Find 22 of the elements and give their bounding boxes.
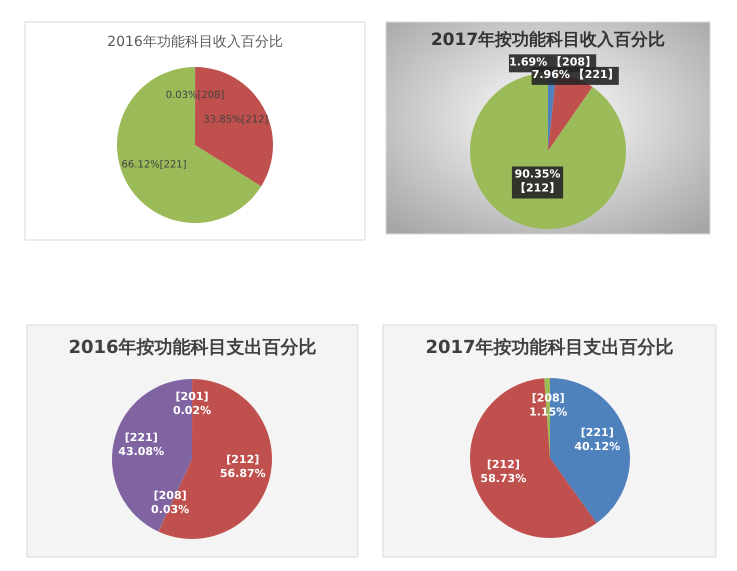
data-label: 0.02% xyxy=(172,404,212,417)
slice-label: 66.12%[221] xyxy=(122,160,187,171)
chart-title: 2016年功能科目收入百分比 xyxy=(107,34,283,50)
data-label: 58.73% xyxy=(480,472,526,485)
data-label: 43.08% xyxy=(118,444,164,458)
chart-title: 2016年按功能科目支出百分比 xyxy=(68,337,317,358)
slice-label: [221] xyxy=(124,430,158,444)
data-label: 56.87% xyxy=(220,467,266,480)
slice-label: 33.85%[212] xyxy=(203,114,269,126)
slice-label: 【212】 xyxy=(515,182,560,194)
chart-title: 2017年按功能科目支出百分比 xyxy=(425,337,674,358)
slice-label: 1.69% 【208】 xyxy=(509,55,596,68)
chart-title: 2017年按功能科目收入百分比 xyxy=(430,30,666,50)
data-label: 0.03% xyxy=(151,503,190,516)
slice-label: [208] xyxy=(154,489,187,502)
data-label: 40.12% xyxy=(574,440,620,453)
slice-label: 7.96% 【221】 xyxy=(532,68,619,81)
data-label: 90.35% xyxy=(514,168,560,180)
slice-label: [212] xyxy=(226,453,260,466)
slice-label: [212] xyxy=(486,458,520,471)
slice-label: [221] xyxy=(580,426,614,439)
slice-label: [201] xyxy=(176,390,209,403)
